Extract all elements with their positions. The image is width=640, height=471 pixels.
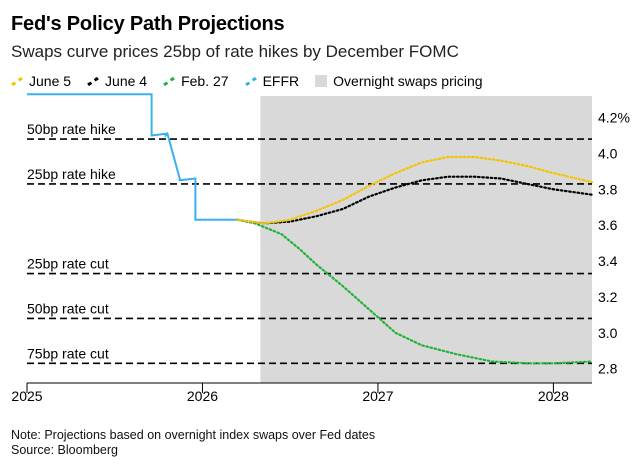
reference-label-2: 25bp rate cut [27, 256, 109, 272]
x-tick-label-2: 2027 [362, 388, 393, 404]
note-text: Note: Projections based on overnight ind… [11, 428, 376, 442]
legend-item-june-5: June 5 [11, 73, 71, 89]
legend: June 5 June 4 Feb. 27 EFFR Overnight swa… [11, 72, 499, 90]
reference-label-1: 25bp rate hike [27, 166, 116, 182]
y-tick-label-0: 2.8 [598, 361, 618, 377]
y-tick-label-5: 3.8 [598, 181, 618, 197]
y-tick-label-1: 3.0 [598, 325, 618, 341]
series-line-june-4 [236, 175, 594, 225]
legend-label-june-4: June 4 [105, 73, 148, 89]
reference-label-4: 75bp rate cut [27, 345, 109, 361]
legend-item-feb-27: Feb. 27 [163, 73, 229, 89]
x-tick-label-0: 2025 [11, 388, 42, 404]
series-group [27, 93, 594, 365]
legend-item-swaps-pricing: Overnight swaps pricing [315, 73, 483, 89]
y-tick-label-7: 4.2% [598, 110, 630, 126]
source-text: Source: Bloomberg [11, 443, 119, 457]
footnote: Note: Projections based on overnight ind… [11, 428, 375, 458]
chart-title: Fed's Policy Path Projections [11, 13, 285, 35]
legend-label-swaps-pricing: Overnight swaps pricing [333, 73, 483, 89]
y-tick-label-3: 3.4 [598, 253, 618, 269]
series-line-june-5 [236, 155, 594, 225]
legend-item-effr: EFFR [244, 73, 300, 89]
series-line-effr [27, 93, 238, 221]
axes-group: 2025 2026 2027 2028 2.8 3.0 3.2 3.4 3.6 3.8 4.0 4.2… [11, 110, 630, 404]
reference-label-0: 50bp rate hike [27, 121, 116, 137]
legend-label-feb-27: Feb. 27 [181, 73, 229, 89]
x-tick-label-1: 2026 [187, 388, 218, 404]
chart-subtitle: Swaps curve prices 25bp of rate hikes by… [11, 42, 459, 61]
reference-lines-group: 50bp rate hike 25bp rate hike 25bp rate cu… [27, 121, 592, 365]
legend-swatch-swaps-pricing [315, 75, 328, 87]
legend-label-effr: EFFR [262, 73, 300, 89]
x-tick-label-3: 2028 [538, 388, 569, 404]
series-line-feb-27 [236, 218, 594, 365]
legend-item-june-4: June 4 [87, 73, 147, 89]
legend-label-june-5: June 5 [29, 73, 72, 89]
shaded-region-swaps-pricing [260, 96, 592, 383]
y-tick-label-6: 4.0 [598, 145, 618, 161]
y-tick-label-4: 3.6 [598, 217, 618, 233]
y-tick-label-2: 3.2 [598, 289, 618, 305]
reference-label-3: 50bp rate cut [27, 300, 109, 316]
shaded-region-group [260, 96, 592, 383]
